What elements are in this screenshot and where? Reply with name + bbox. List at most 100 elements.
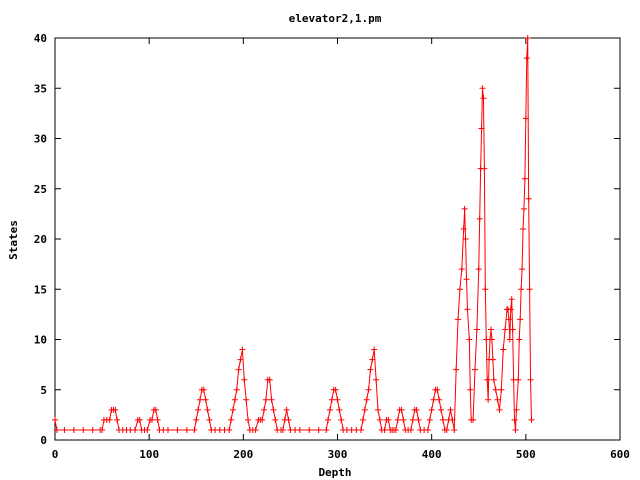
data-point (235, 366, 242, 373)
data-point (239, 346, 246, 353)
data-point (443, 426, 450, 433)
data-point (476, 215, 483, 222)
data-point (415, 416, 422, 423)
data-point (479, 85, 486, 92)
data-point (197, 396, 204, 403)
data-point (460, 225, 467, 232)
data-point (522, 115, 529, 122)
data-point (361, 406, 368, 413)
x-tick-label: 300 (328, 448, 348, 461)
data-point (285, 416, 292, 423)
y-tick-label: 10 (34, 334, 47, 347)
data-point (513, 406, 520, 413)
data-point (99, 426, 106, 433)
data-point (439, 416, 446, 423)
data-point (326, 406, 333, 413)
data-point (502, 326, 509, 333)
data-point (478, 125, 485, 132)
data-point (451, 426, 458, 433)
data-point (376, 416, 383, 423)
data-point (373, 376, 380, 383)
data-point (371, 346, 378, 353)
data-point (462, 236, 469, 242)
data-point (447, 406, 454, 413)
data-point (245, 416, 252, 423)
x-tick-label: 100 (139, 448, 159, 461)
data-point (367, 366, 374, 373)
data-point (202, 396, 209, 403)
data-point (369, 356, 376, 363)
data-point (413, 406, 420, 413)
data-point (458, 266, 465, 273)
data-point (53, 426, 60, 433)
data-point (241, 376, 248, 383)
data-point (520, 205, 527, 212)
data-point (381, 426, 388, 433)
data-point (500, 346, 507, 353)
data-point (466, 336, 473, 343)
data-point (112, 406, 119, 413)
data-point (430, 396, 437, 403)
data-point (262, 396, 269, 403)
data-point (325, 416, 332, 423)
data-point (407, 426, 414, 433)
data-point (136, 416, 143, 423)
data-point (154, 416, 161, 423)
data-point (455, 316, 462, 323)
data-point (473, 326, 480, 333)
data-point (482, 286, 489, 293)
data-point (193, 416, 200, 423)
data-point (270, 406, 277, 413)
data-point (144, 426, 151, 433)
data-point (434, 386, 441, 393)
y-tick-label: 20 (34, 233, 47, 246)
data-point (206, 416, 213, 423)
data-point (523, 55, 530, 62)
data-point (464, 306, 471, 313)
data-point (114, 416, 121, 423)
x-tick-label: 500 (516, 448, 536, 461)
data-point (436, 396, 443, 403)
data-point (480, 95, 487, 102)
data-point (484, 376, 491, 383)
data-point (515, 376, 522, 383)
y-axis-label: States (7, 220, 20, 260)
data-point (490, 376, 497, 383)
data-point (228, 416, 235, 423)
data-point (296, 426, 303, 433)
data-point (233, 386, 240, 393)
data-point (487, 326, 494, 333)
data-point (52, 416, 58, 423)
data-point (191, 426, 198, 433)
axis-ticks: 0 100 200 300 400 500 600 0 5 10 15 20 25 30 35 40 (34, 32, 630, 461)
data-point (492, 386, 499, 393)
data-point (426, 416, 433, 423)
data-point (261, 406, 268, 413)
data-point (526, 286, 533, 293)
data-point (365, 386, 372, 393)
data-point (528, 416, 535, 423)
y-tick-label: 0 (40, 434, 47, 447)
data-point (511, 416, 518, 423)
data-point (106, 416, 113, 423)
data-point (252, 426, 259, 433)
data-point (505, 316, 512, 323)
data-point (409, 416, 416, 423)
data-point (471, 366, 478, 373)
data-point (428, 406, 435, 413)
data-point (461, 205, 468, 212)
data-point (521, 175, 528, 182)
data-point (323, 426, 330, 433)
series-line (54, 37, 532, 431)
data-point (392, 426, 399, 433)
data-point (400, 416, 407, 423)
data-point (148, 416, 155, 423)
data-point (385, 416, 392, 423)
data-point (527, 376, 534, 383)
data-point (517, 316, 524, 323)
data-point (525, 195, 532, 202)
y-tick-label: 15 (34, 283, 47, 296)
data-point (132, 426, 139, 433)
data-point (315, 426, 322, 433)
y-tick-label: 30 (34, 133, 47, 146)
